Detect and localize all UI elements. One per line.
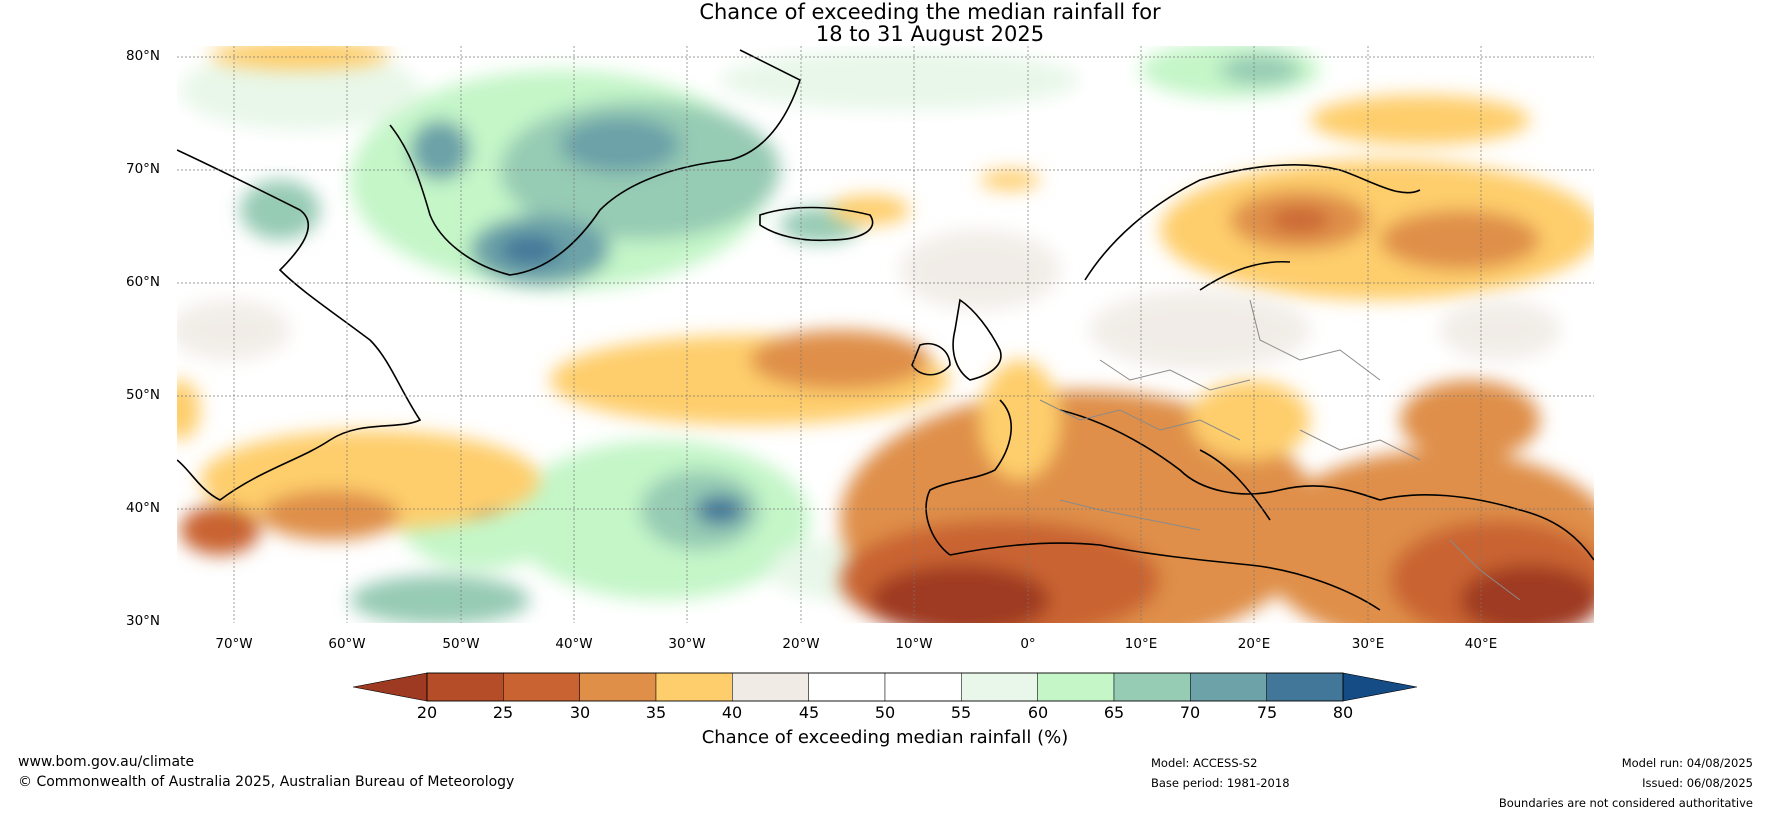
map-title: Chance of exceeding the median rainfall … (699, 0, 1161, 24)
colorbar-high-extension (1342, 672, 1418, 702)
map-subtitle: 18 to 31 August 2025 (815, 22, 1045, 46)
colorbar-bin (1266, 672, 1344, 702)
colorbar-bin (961, 672, 1038, 702)
lat-label-70n: 70°N (126, 161, 161, 177)
lon-label-10e: 10°E (1124, 636, 1158, 652)
lon-label-20e: 20°E (1237, 636, 1271, 652)
lat-label-50n: 50°N (126, 387, 161, 403)
lon-label-40w: 40°W (555, 636, 593, 652)
colorbar-low-extension (352, 672, 428, 702)
colorbar-bin (503, 672, 580, 702)
lon-label-30w: 30°W (668, 636, 706, 652)
lon-label-40e: 40°E (1464, 636, 1498, 652)
colorbar-tick: 55 (950, 703, 972, 722)
colorbar-bin (808, 672, 886, 702)
rainfall-probability-field (177, 46, 1594, 623)
colorbar-tick: 45 (798, 703, 820, 722)
issued-text: Issued: 06/08/2025 (1642, 776, 1753, 790)
colorbar-bin (426, 672, 504, 702)
colorbar-tick: 35 (645, 703, 667, 722)
website-link[interactable]: www.bom.gov.au/climate (18, 754, 195, 770)
lon-label-10w: 10°W (895, 636, 933, 652)
colorbar-tick: 25 (492, 703, 514, 722)
country-borders (1039, 299, 1521, 601)
lon-label-70w: 70°W (215, 636, 253, 652)
lat-label-30n: 30°N (126, 613, 161, 629)
copyright-text: © Commonwealth of Australia 2025, Austra… (18, 774, 515, 790)
model-text: Model: ACCESS-S2 (1151, 756, 1258, 770)
colorbar-tick: 70 (1179, 703, 1201, 722)
colorbar-bin (884, 672, 962, 702)
lat-label-80n: 80°N (126, 48, 161, 64)
lon-label-50w: 50°W (442, 636, 480, 652)
graticule (177, 46, 1594, 623)
disclaimer-text: Boundaries are not considered authoritat… (1498, 796, 1753, 810)
colorbar-bin (579, 672, 657, 702)
colorbar-tick: 20 (416, 703, 438, 722)
colorbar-tick: 50 (874, 703, 896, 722)
lon-label-0: 0° (1020, 636, 1036, 652)
colorbar-bin (1113, 672, 1191, 702)
lat-label-40n: 40°N (126, 500, 161, 516)
colorbar-tick: 65 (1103, 703, 1125, 722)
lon-label-30e: 30°E (1351, 636, 1385, 652)
colorbar-bin (732, 672, 809, 702)
lon-label-60w: 60°W (328, 636, 366, 652)
colorbar (352, 672, 1418, 702)
base-period-text: Base period: 1981-2018 (1151, 776, 1290, 790)
colorbar-label: Chance of exceeding median rainfall (%) (701, 727, 1069, 748)
colorbar-tick: 80 (1332, 703, 1354, 722)
model-run-text: Model run: 04/08/2025 (1621, 756, 1753, 770)
colorbar-tick: 75 (1256, 703, 1278, 722)
colorbar-bin (1190, 672, 1267, 702)
lon-label-20w: 20°W (782, 636, 820, 652)
colorbar-bin (655, 672, 733, 702)
colorbar-tick: 30 (569, 703, 591, 722)
colorbar-tick: 60 (1027, 703, 1049, 722)
colorbar-frame (426, 672, 1344, 702)
lat-label-60n: 60°N (126, 274, 161, 290)
colorbar-bin (1037, 672, 1115, 702)
colorbar-tick: 40 (721, 703, 743, 722)
coastline-lines (177, 49, 1594, 611)
